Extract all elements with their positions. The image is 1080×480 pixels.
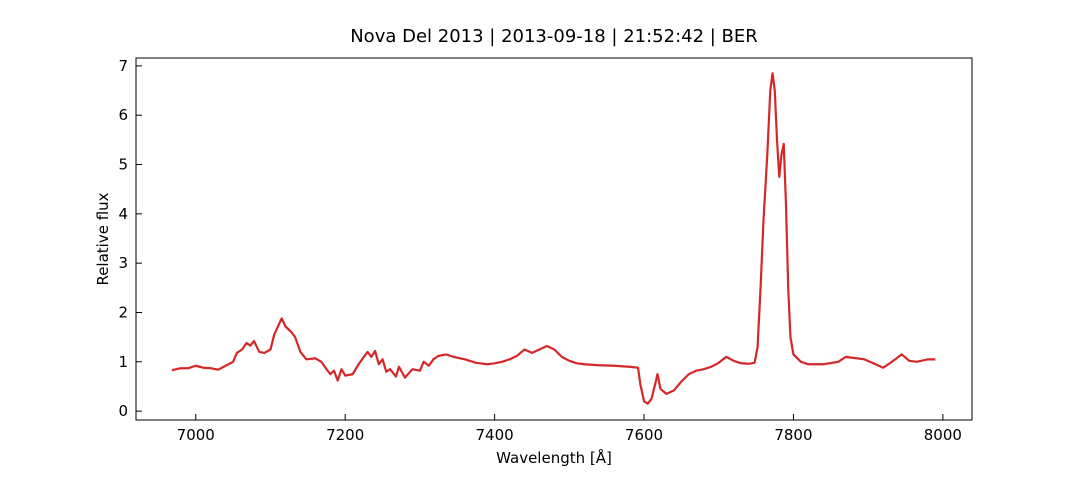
x-axis-label: Wavelength [Å] bbox=[496, 448, 612, 467]
y-tick-label: 0 bbox=[118, 402, 128, 420]
x-tick-label: 7200 bbox=[326, 426, 364, 444]
y-tick-label: 3 bbox=[118, 254, 128, 272]
chart-title: Nova Del 2013 | 2013-09-18 | 21:52:42 | … bbox=[350, 26, 758, 47]
y-tick-label: 5 bbox=[118, 156, 128, 174]
x-tick-label: 7800 bbox=[774, 426, 812, 444]
x-tick-label: 8000 bbox=[924, 426, 962, 444]
y-tick-label: 4 bbox=[118, 205, 128, 223]
spectrum-line bbox=[171, 72, 936, 405]
y-axis-label: Relative flux bbox=[94, 192, 112, 285]
y-tick-label: 1 bbox=[118, 353, 128, 371]
x-tick-label: 7600 bbox=[625, 426, 663, 444]
y-tick-label: 6 bbox=[118, 106, 128, 124]
plot-frame bbox=[135, 57, 973, 421]
y-tick-label: 7 bbox=[118, 57, 128, 75]
y-tick-label: 2 bbox=[118, 303, 128, 321]
x-tick-label: 7400 bbox=[476, 426, 514, 444]
x-tick-label: 7000 bbox=[177, 426, 215, 444]
